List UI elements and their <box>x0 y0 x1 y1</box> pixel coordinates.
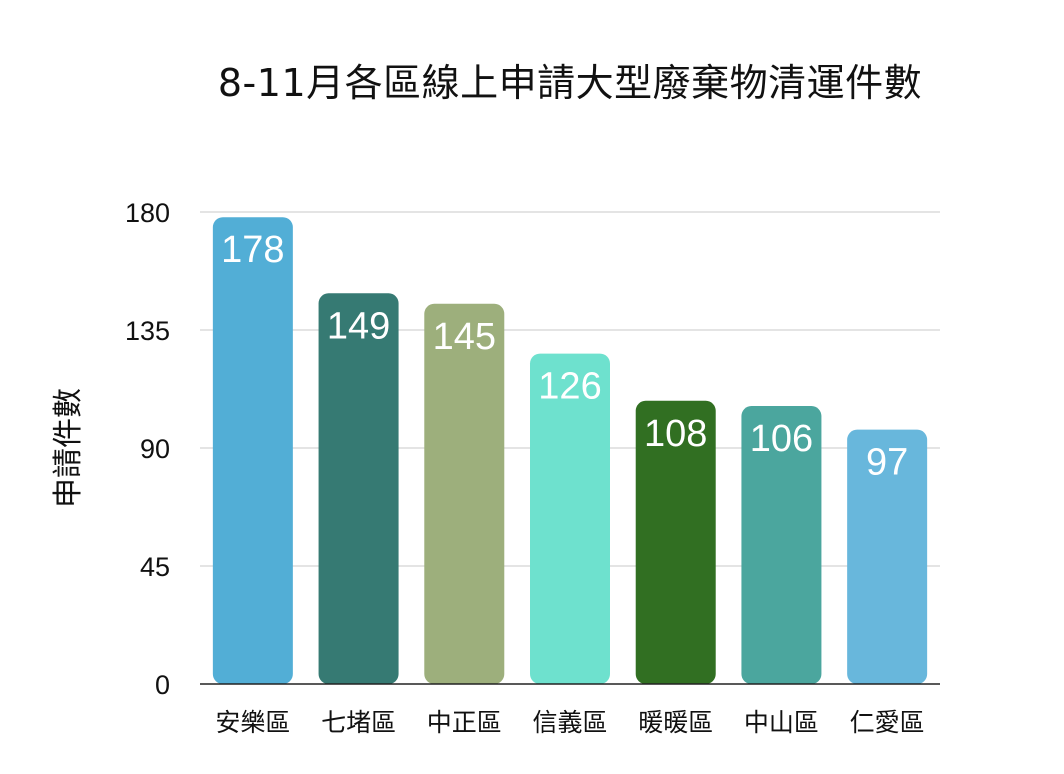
x-tick-label: 中山區 <box>744 708 819 737</box>
bar <box>635 400 716 684</box>
x-tick-label: 仁愛區 <box>850 708 925 737</box>
bar <box>212 217 293 684</box>
y-tick-label: 135 <box>125 316 170 346</box>
y-tick-label: 180 <box>125 198 170 228</box>
data-label: 126 <box>538 366 601 408</box>
bar <box>847 429 928 684</box>
y-tick-label: 0 <box>155 670 170 700</box>
data-label: 149 <box>327 305 390 347</box>
data-label: 106 <box>750 418 813 460</box>
x-tick-label: 信義區 <box>532 708 607 737</box>
data-label: 97 <box>866 442 908 484</box>
x-tick-label: 七堵區 <box>321 708 396 737</box>
bar <box>424 303 505 684</box>
x-tick-label: 暖暖區 <box>638 708 713 737</box>
bar <box>318 293 399 684</box>
data-label: 178 <box>221 229 284 271</box>
x-tick-label: 安樂區 <box>215 708 290 737</box>
chart-title: 8-11月各區線上申請大型廢棄物清運件數 <box>217 61 923 105</box>
y-tick-label: 45 <box>140 552 170 582</box>
y-axis-label: 申請件數 <box>51 388 86 508</box>
bar <box>741 406 822 684</box>
x-tick-label: 中正區 <box>427 708 502 737</box>
bar <box>530 353 610 684</box>
data-label: 108 <box>644 413 707 455</box>
data-label: 145 <box>433 316 496 358</box>
y-tick-label: 90 <box>140 434 170 464</box>
